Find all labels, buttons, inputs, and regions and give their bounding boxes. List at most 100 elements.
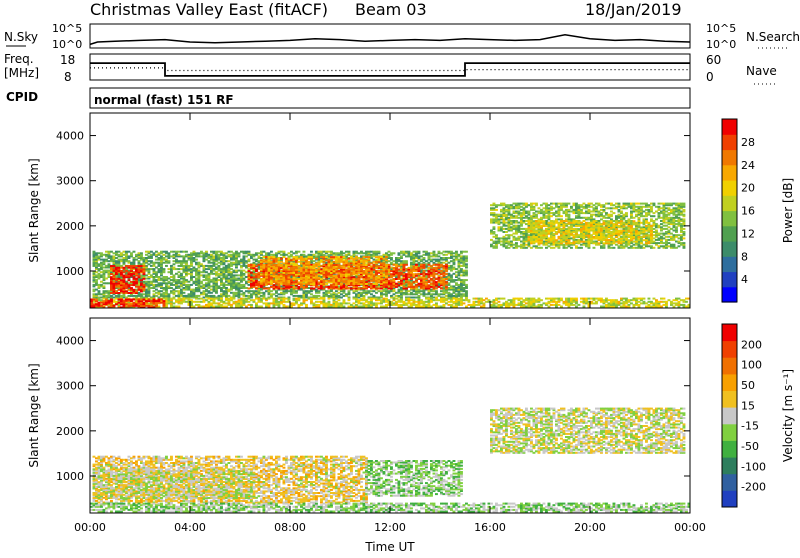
power-cell	[105, 254, 108, 256]
power-cell	[348, 251, 351, 253]
power-cell	[388, 264, 391, 266]
power-cell	[248, 259, 251, 261]
power-cell	[205, 271, 208, 273]
power-cell	[455, 274, 458, 276]
power-cell	[453, 252, 456, 254]
power-cell	[395, 295, 398, 297]
power-cell	[255, 288, 258, 290]
power-cell	[433, 280, 436, 282]
power-cell	[455, 282, 458, 284]
power-cell	[440, 276, 443, 278]
power-cell	[465, 270, 468, 272]
power-cell	[180, 268, 183, 270]
power-cell	[328, 280, 331, 282]
power-cell	[435, 273, 438, 275]
power-cell	[348, 306, 351, 308]
power-cell	[403, 283, 406, 285]
power-cell	[140, 279, 143, 281]
power-cell	[115, 278, 118, 280]
power-cell	[418, 276, 421, 278]
nsky-tick-top: 10^5	[52, 22, 82, 35]
power-cell	[135, 289, 138, 291]
power-cell	[383, 298, 386, 300]
power-cell	[275, 275, 278, 277]
power-cell	[275, 264, 278, 266]
power-cell	[250, 276, 253, 278]
power-cell	[435, 278, 438, 280]
power-cell	[220, 268, 223, 270]
power-cell	[205, 299, 208, 301]
power-cell	[443, 278, 446, 280]
power-cell	[390, 273, 393, 275]
power-cell	[360, 272, 363, 274]
power-cell	[113, 268, 116, 270]
power-cell	[440, 264, 443, 266]
power-cell	[238, 299, 241, 301]
power-cell	[155, 262, 158, 264]
power-cell	[298, 304, 301, 306]
power-cell	[350, 283, 353, 285]
power-cell	[275, 298, 278, 300]
power-cell	[158, 276, 161, 278]
power-cell	[215, 271, 218, 273]
power-cell	[158, 268, 161, 270]
power-cell	[115, 267, 118, 269]
power-cell	[200, 306, 203, 308]
power-cell	[353, 258, 356, 260]
power-cell	[160, 290, 163, 292]
power-cell	[358, 299, 361, 301]
power-cell	[405, 260, 408, 262]
power-cell	[108, 290, 111, 292]
power-cell	[385, 298, 388, 300]
power-cell	[418, 267, 421, 269]
power-cell	[203, 284, 206, 286]
power-cell	[268, 288, 271, 290]
power-cell	[450, 260, 453, 262]
power-cell	[285, 254, 288, 256]
power-cell	[303, 262, 306, 264]
power-cell	[175, 259, 178, 261]
power-cell	[185, 260, 188, 262]
power-cell	[338, 299, 341, 301]
power-cell	[360, 298, 363, 300]
power-cell	[463, 251, 466, 253]
power-cell	[260, 306, 263, 308]
power-cell	[98, 263, 101, 265]
power-cell	[95, 252, 98, 254]
power-cell	[138, 252, 141, 254]
power-cell	[183, 265, 186, 267]
power-cell	[168, 298, 171, 300]
power-cell	[320, 276, 323, 278]
power-cell	[175, 299, 178, 301]
power-cell	[393, 260, 396, 262]
power-cell	[200, 292, 203, 294]
power-cell	[130, 252, 133, 254]
power-cell	[363, 270, 366, 272]
power-cell	[130, 292, 133, 294]
power-cell	[283, 298, 286, 300]
power-cell	[460, 274, 463, 276]
power-cell	[368, 290, 371, 292]
power-cell	[158, 262, 161, 264]
power-cell	[318, 290, 321, 292]
power-cell	[353, 302, 356, 304]
power-cell	[268, 256, 271, 258]
power-cell	[240, 251, 243, 253]
power-cell	[173, 274, 176, 276]
power-cell	[405, 269, 408, 271]
power-cell	[310, 254, 313, 256]
power-cell	[348, 258, 351, 260]
power-cell	[293, 295, 296, 297]
power-cell	[428, 270, 431, 272]
power-cell	[265, 290, 268, 292]
power-cell	[188, 281, 191, 283]
power-cell	[260, 298, 263, 300]
power-cell	[333, 292, 336, 294]
power-cell	[443, 257, 446, 259]
power-cell	[128, 265, 131, 267]
power-cell	[343, 256, 346, 258]
power-cell	[218, 302, 221, 304]
power-cell	[348, 281, 351, 283]
power-cell	[203, 279, 206, 281]
power-cell	[265, 272, 268, 274]
